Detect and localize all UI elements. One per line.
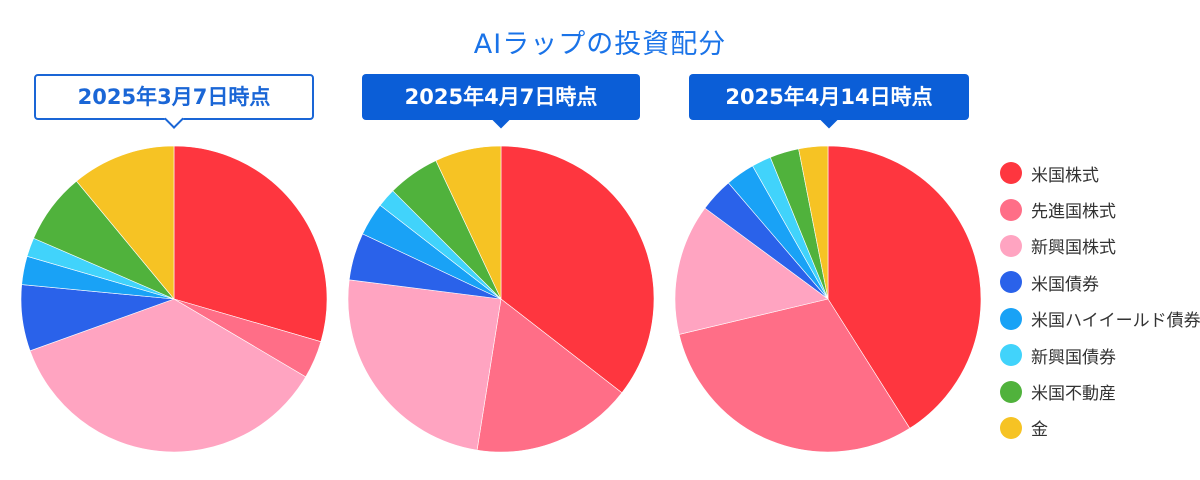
pie-slice bbox=[678, 298, 911, 453]
pie-slice bbox=[347, 279, 502, 451]
legend-swatch bbox=[1000, 307, 1022, 330]
legend-label: 新興国株式 bbox=[1031, 238, 1116, 259]
pie-chart-2025-04-14 bbox=[674, 145, 982, 453]
legend-item: 米国ハイイールド債券 bbox=[1000, 301, 1200, 337]
date-callout-label: 2025年3月7日時点 bbox=[77, 85, 271, 109]
legend-item: 米国不動産 bbox=[1000, 373, 1200, 409]
legend-swatch bbox=[1000, 271, 1022, 294]
pie-chart-2025-04-07 bbox=[347, 145, 655, 453]
pie-slice bbox=[500, 145, 655, 394]
legend-label: 米国不動産 bbox=[1031, 384, 1116, 405]
date-callout-3: 2025年4月14日時点 bbox=[689, 74, 969, 129]
legend-swatch bbox=[1000, 380, 1022, 403]
legend-label: 米国ハイイールド債券 bbox=[1031, 311, 1200, 332]
pie-chart-2025-03-07 bbox=[20, 145, 328, 453]
date-callout-label: 2025年4月7日時点 bbox=[404, 85, 598, 109]
legend-swatch bbox=[1000, 344, 1022, 367]
legend-item: 新興国株式 bbox=[1000, 228, 1200, 264]
pie-slice bbox=[674, 207, 829, 335]
legend-label: 米国債券 bbox=[1031, 274, 1099, 295]
legend-swatch bbox=[1000, 416, 1022, 439]
legend-label: 先進国株式 bbox=[1031, 202, 1116, 223]
legend-item: 米国債券 bbox=[1000, 264, 1200, 300]
pie-slice bbox=[435, 145, 502, 300]
date-callout-1: 2025年3月7日時点 bbox=[34, 74, 314, 129]
legend-item: 先進国株式 bbox=[1000, 191, 1200, 227]
legend-label: 金 bbox=[1031, 420, 1048, 441]
date-callout-label: 2025年4月14日時点 bbox=[725, 85, 933, 109]
pie-slice bbox=[29, 298, 307, 453]
legend-label: 新興国債券 bbox=[1031, 347, 1116, 368]
legend: 米国株式先進国株式新興国株式米国債券米国ハイイールド債券 新興国債券米国不動産金 bbox=[1000, 155, 1200, 446]
legend-swatch bbox=[1000, 162, 1022, 185]
legend-swatch bbox=[1000, 198, 1022, 221]
pie-slice bbox=[798, 145, 829, 300]
legend-item: 新興国債券 bbox=[1000, 337, 1200, 373]
pie-slice bbox=[476, 298, 623, 453]
pie-slice bbox=[173, 145, 328, 343]
legend-item: 金 bbox=[1000, 410, 1200, 446]
chart-title: AIラップの投資配分 bbox=[473, 29, 727, 60]
legend-swatch bbox=[1000, 234, 1022, 257]
legend-label: 米国株式 bbox=[1031, 165, 1099, 186]
pie-slice bbox=[827, 145, 982, 429]
date-callout-2: 2025年4月7日時点 bbox=[362, 74, 640, 129]
pie-slice bbox=[76, 145, 175, 300]
legend-item: 米国株式 bbox=[1000, 155, 1200, 191]
